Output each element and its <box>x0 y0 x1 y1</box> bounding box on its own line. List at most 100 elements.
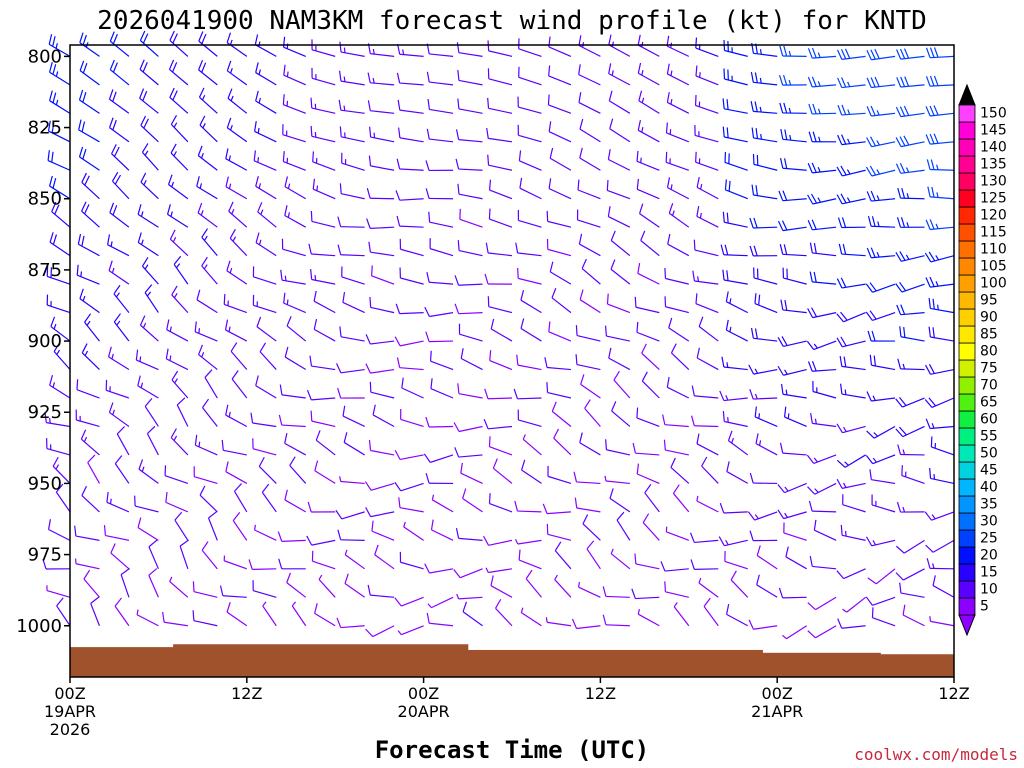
wind-barb-staff <box>253 590 277 598</box>
wind-barb <box>664 268 689 285</box>
wind-barb <box>613 370 631 399</box>
wind-barb <box>547 94 572 114</box>
wind-barb-staff <box>783 340 807 347</box>
wind-barb-flag <box>462 488 467 499</box>
wind-barb-flag <box>339 183 342 194</box>
wind-barb-flag <box>234 483 242 492</box>
wind-barb-flag <box>933 75 939 86</box>
wind-barb-staff <box>518 219 542 228</box>
wind-barb-staff <box>547 533 572 541</box>
wind-barb <box>780 299 807 314</box>
wind-barb-flag <box>904 76 910 87</box>
wind-barb-flag <box>141 143 149 153</box>
wind-barb-flag <box>582 514 589 525</box>
wind-barb-flag <box>755 128 759 139</box>
wind-barb-flag <box>605 439 608 450</box>
wind-barb-flag <box>488 208 491 220</box>
wind-barb-flag <box>895 252 902 262</box>
wind-barb <box>198 31 218 57</box>
wind-barb-flag <box>931 186 935 198</box>
wind-barb <box>666 376 690 399</box>
wind-barb-staff <box>548 75 572 86</box>
wind-barb-flag <box>897 444 902 455</box>
wind-barb-flag <box>484 273 489 285</box>
wind-barb <box>865 310 896 322</box>
wind-barb-half-flag <box>116 320 121 326</box>
wind-barb-flag <box>256 316 262 327</box>
wind-barb-flag <box>865 536 873 547</box>
wind-barb-flag <box>112 62 118 73</box>
plot-background <box>70 45 954 677</box>
wind-barb <box>431 494 454 513</box>
wind-barb-staff <box>164 621 188 627</box>
wind-barb <box>553 428 572 456</box>
wind-barb-staff <box>665 277 689 285</box>
wind-barb-staff <box>75 563 100 570</box>
wind-barb-staff <box>492 467 513 484</box>
wind-barb <box>250 412 277 428</box>
wind-barb <box>573 471 601 485</box>
wind-barb-staff <box>694 568 719 570</box>
wind-barb-flag <box>255 176 259 187</box>
wind-barb <box>750 327 778 342</box>
wind-barb <box>282 94 306 114</box>
wind-barb <box>866 391 896 402</box>
wind-barb-flag <box>841 217 847 228</box>
wind-barb-flag <box>929 276 935 287</box>
wind-barb-staff <box>930 620 955 627</box>
wind-barb-staff <box>459 333 483 342</box>
wind-barb-staff <box>75 535 100 541</box>
wind-barb-flag <box>42 558 47 570</box>
wind-barb <box>252 438 277 456</box>
wind-barb-flag <box>429 350 432 362</box>
wind-barb-staff <box>547 391 572 399</box>
wind-barb <box>368 241 395 257</box>
wind-barb <box>314 460 336 484</box>
wind-barb-staff <box>202 407 218 427</box>
wind-barb-half-flag <box>699 212 702 219</box>
wind-barb-flag <box>395 190 401 201</box>
wind-barb-flag <box>78 119 82 130</box>
wind-barb <box>139 30 159 57</box>
wind-barb-flag <box>309 355 313 367</box>
wind-barb <box>460 462 483 484</box>
wind-barb <box>895 568 925 581</box>
wind-barb <box>871 494 896 513</box>
wind-barb-staff <box>146 433 159 456</box>
wind-barb <box>365 507 395 518</box>
wind-barb-half-flag <box>696 495 699 502</box>
wind-barb-staff <box>370 368 395 374</box>
wind-barb-staff <box>286 582 307 598</box>
wind-barb-flag <box>777 365 784 376</box>
wind-barb <box>113 313 130 342</box>
wind-barb <box>74 558 100 570</box>
x-tick-label: 12Z <box>938 684 969 703</box>
wind-barb <box>925 47 955 59</box>
wind-barb <box>228 201 248 228</box>
wind-barb-staff <box>525 578 542 598</box>
wind-barb-staff <box>641 352 660 370</box>
wind-barb <box>632 442 660 456</box>
wind-barb-staff <box>400 248 424 257</box>
wind-barb <box>867 215 896 228</box>
wind-barb-staff <box>754 303 778 314</box>
wind-barb-flag <box>841 77 847 88</box>
wind-barb-half-flag <box>198 328 201 334</box>
wind-barb <box>286 316 307 342</box>
wind-barb-staff <box>488 539 513 546</box>
wind-barb <box>720 244 748 257</box>
wind-barb <box>778 190 807 202</box>
wind-barb-flag <box>455 528 460 539</box>
wind-barb <box>866 48 896 61</box>
wind-barb <box>866 425 896 439</box>
wind-barb-half-flag <box>729 298 732 304</box>
colorbar-swatch <box>958 308 976 327</box>
wind-barb-staff <box>432 499 454 513</box>
wind-barb-half-flag <box>231 209 235 215</box>
wind-barb-flag <box>637 62 642 74</box>
wind-barb-flag <box>608 347 612 359</box>
wind-barb <box>930 436 955 456</box>
wind-barb <box>690 415 719 428</box>
wind-barb-flag <box>929 219 935 230</box>
wind-barb <box>840 524 866 541</box>
